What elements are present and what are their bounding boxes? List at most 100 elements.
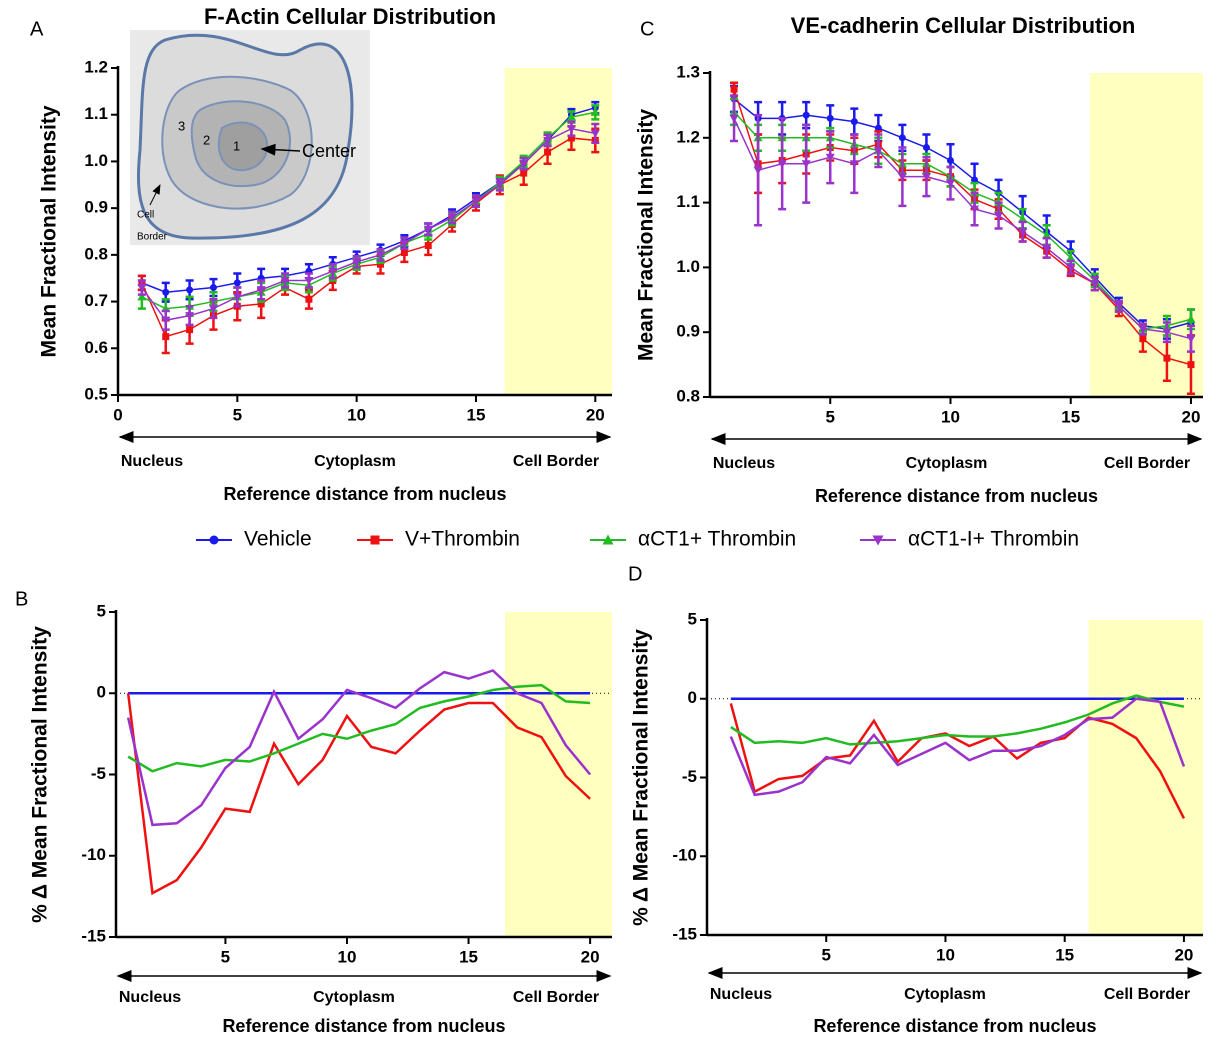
y-tick-label: -10 [672,846,697,865]
data-point [544,148,552,156]
inset-label: Center [302,141,356,161]
x-tick-label: 20 [581,947,600,966]
data-point [447,213,457,222]
series-line [126,669,592,827]
legend-label: Vehicle [244,528,312,551]
x-tick-label: 5 [826,407,835,426]
y-tick-label: 0.9 [84,198,108,217]
inset-label: 1 [233,138,240,153]
data-point [971,176,979,184]
highlight-region [504,68,612,395]
x-tick-label: 5 [221,947,230,966]
y-tick-label: -5 [682,767,697,786]
data-point [424,242,432,250]
series-line [141,137,596,338]
y-tick-label: 5 [688,609,697,628]
data-point [566,125,576,134]
y-tick-label: 1.0 [84,151,108,170]
y-tick-label: 0.7 [84,291,108,310]
annotation: Nucleus [713,455,775,472]
y-tick-label: 0.5 [84,384,108,403]
data-point [1186,314,1196,323]
data-point [423,225,433,234]
series-line [126,693,591,896]
data-point [777,160,787,169]
y-tick-label: 0 [688,688,697,707]
y-tick-label: -10 [81,845,106,864]
data-point [590,107,600,116]
series-line [141,111,596,310]
y-tick-label: 0 [97,683,106,702]
y-tick-label: 0.9 [676,322,700,341]
data-point [186,286,194,294]
data-point [802,111,810,119]
data-point [162,288,170,296]
x-tick-label: 10 [941,407,960,426]
data-point [328,267,338,276]
data-point [186,326,194,334]
series-line [127,683,591,773]
y-tick-label: 1.0 [676,257,700,276]
annotation: Nucleus [710,986,772,1003]
highlight-region [1089,73,1203,397]
legend-label: αCT1+ Thrombin [638,528,796,551]
data-point [256,286,266,295]
data-point [1042,244,1052,253]
legend-marker [602,534,614,545]
center-arrow [260,143,301,156]
annotation: Cytoplasm [314,453,396,470]
x-axis-label: Reference distance from nucleus [223,484,506,504]
data-point [304,277,314,286]
data-point [590,129,600,138]
annotation: Nucleus [121,453,183,470]
data-point [399,239,409,248]
data-point [898,134,906,142]
panel-label: D [628,563,642,585]
inset-label: Border [137,232,168,243]
y-tick-label: 1.1 [84,104,108,123]
x-tick-label: 20 [586,405,605,424]
data-point [1066,253,1076,262]
data-point [280,277,290,286]
y-tick-label: 1.2 [676,127,700,146]
data-point [873,147,883,156]
x-tick-label: 20 [1174,945,1193,964]
chart-title: VE-cadherin Cellular Distribution [791,13,1136,38]
annotation: Cytoplasm [906,455,988,472]
data-point [137,292,147,301]
x-axis-label: Reference distance from nucleus [813,1016,1096,1036]
data-point [137,284,147,293]
data-point [1018,214,1028,223]
data-point [1187,361,1195,369]
data-point [162,333,170,341]
x-tick-label: 0 [113,405,122,424]
data-point [161,316,171,325]
data-point [946,156,954,164]
x-tick-label: 5 [821,945,830,964]
data-point [1066,263,1076,272]
data-point [233,279,241,287]
data-point [208,305,218,314]
annotation: Cytoplasm [313,989,395,1006]
y-tick-label: 1.3 [676,62,700,81]
legend-marker [370,535,380,545]
data-point [1114,302,1124,311]
data-point [1042,230,1052,239]
data-point [495,181,505,190]
annotation: Cell Border [1104,455,1190,472]
data-point [970,205,980,214]
y-tick-label: 1.2 [84,57,108,76]
x-tick-label: 10 [936,945,955,964]
data-point [471,197,481,206]
annotation: Cell Border [513,989,599,1006]
highlight-region [1088,620,1203,935]
inset-label: Cell [137,210,154,221]
data-point [1090,280,1100,289]
data-point [826,114,834,122]
x-axis-label: Reference distance from nucleus [815,486,1098,506]
inset-diagram: 3 2 1 Center Cell Border [130,30,370,245]
x-tick-label: 10 [338,947,357,966]
y-axis-label: % Δ Mean Fractional Intensity [630,629,653,926]
y-tick-label: -15 [672,924,697,943]
